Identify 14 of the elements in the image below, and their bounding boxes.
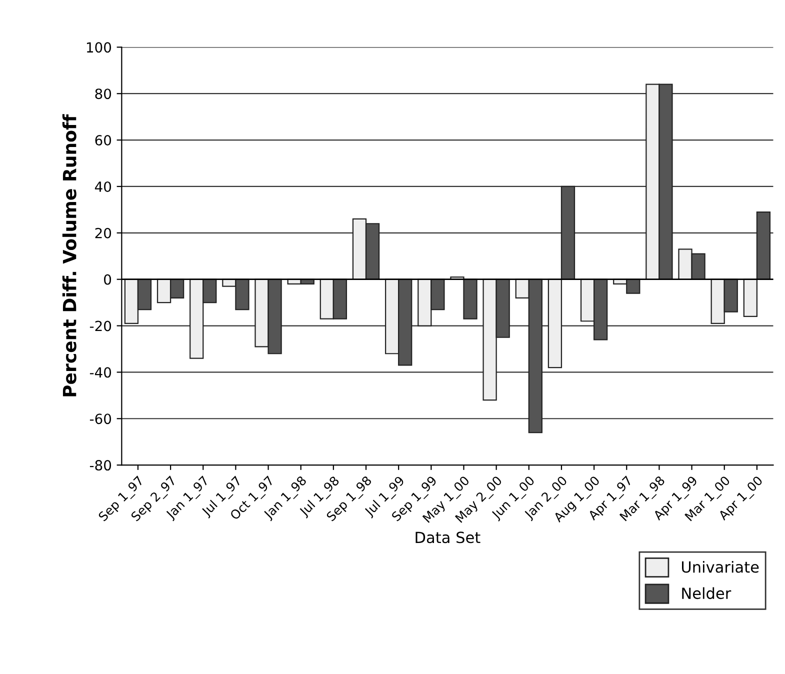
y-tick-label: 100 bbox=[86, 42, 112, 53]
y-tick-label: -60 bbox=[90, 414, 112, 424]
y-tick-label: -20 bbox=[90, 320, 112, 332]
y-tick-label: 80 bbox=[95, 88, 112, 100]
y-tick-label: 40 bbox=[94, 181, 112, 192]
y-tick-label: -80 bbox=[90, 460, 112, 471]
y-tick-label: 60 bbox=[95, 135, 112, 146]
y-tick-label: 20 bbox=[95, 228, 112, 238]
y-axis-title: Percent Diff. Volume Runoff bbox=[62, 114, 76, 396]
y-tick-label: 0 bbox=[104, 274, 112, 285]
x-axis-title: Data Set bbox=[416, 532, 480, 544]
y-tick-label: -40 bbox=[90, 367, 112, 378]
legend-label: Univariate bbox=[682, 560, 759, 573]
legend-label: Nelder bbox=[682, 587, 732, 600]
